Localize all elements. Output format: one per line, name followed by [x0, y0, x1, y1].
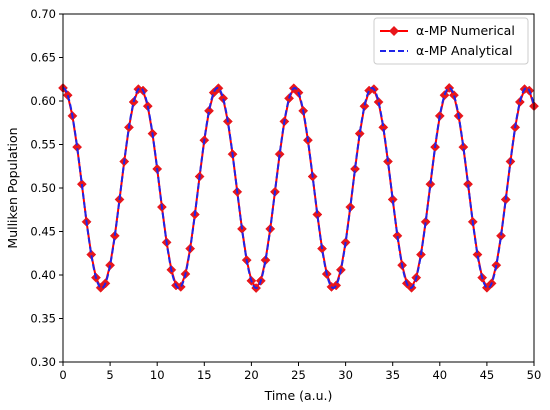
x-tick-label: 15	[197, 368, 212, 382]
x-tick-label: 0	[59, 368, 66, 382]
legend-label-analytical: α-MP Analytical	[416, 43, 512, 58]
ticks	[59, 13, 535, 366]
numerical-marker	[448, 90, 459, 101]
y-tick-labels: 0.30 0.35 0.40 0.45 0.50 0.55 0.60 0.65 0.70	[30, 7, 56, 369]
x-tick-label: 30	[338, 368, 353, 382]
x-axis-label: Time (a.u.)	[264, 388, 333, 403]
y-tick-label: 0.30	[30, 355, 56, 369]
x-tick-label: 20	[244, 368, 259, 382]
y-tick-label: 0.45	[30, 225, 56, 239]
x-tick-label: 5	[106, 368, 113, 382]
x-tick-label: 35	[385, 368, 400, 382]
y-tick-label: 0.60	[30, 94, 56, 108]
legend: α-MP Numerical α-MP Analytical	[373, 17, 529, 65]
plot-frame	[62, 13, 535, 363]
x-tick-label: 25	[291, 368, 306, 382]
numerical-marker	[175, 281, 186, 292]
y-tick-label: 0.50	[30, 181, 56, 195]
x-tick-label: 50	[527, 368, 542, 382]
y-tick-label: 0.40	[30, 268, 56, 282]
legend-marker-numerical	[389, 26, 399, 36]
analytical-series-line	[62, 86, 535, 290]
numerical-marker	[514, 97, 525, 107]
numerical-marker	[213, 83, 224, 94]
x-tick-label: 40	[432, 368, 447, 382]
y-tick-label: 0.35	[30, 312, 56, 326]
legend-box	[373, 17, 529, 65]
numerical-marker	[218, 93, 229, 104]
plot-series	[58, 82, 539, 294]
numerical-marker	[439, 90, 450, 101]
y-tick-label: 0.65	[30, 51, 56, 65]
x-tick-label: 45	[480, 368, 495, 382]
numerical-marker	[373, 97, 384, 107]
x-tick-labels: 0 5 10 15 20 25 30 35 40 45 50	[59, 368, 541, 382]
legend-label-numerical: α-MP Numerical	[416, 23, 515, 38]
y-tick-label: 0.55	[30, 138, 56, 152]
y-axis-label: Mulliken Population	[5, 127, 20, 248]
numerical-series-line	[62, 86, 535, 290]
y-tick-label: 0.70	[30, 7, 56, 21]
x-tick-label: 10	[150, 368, 165, 382]
